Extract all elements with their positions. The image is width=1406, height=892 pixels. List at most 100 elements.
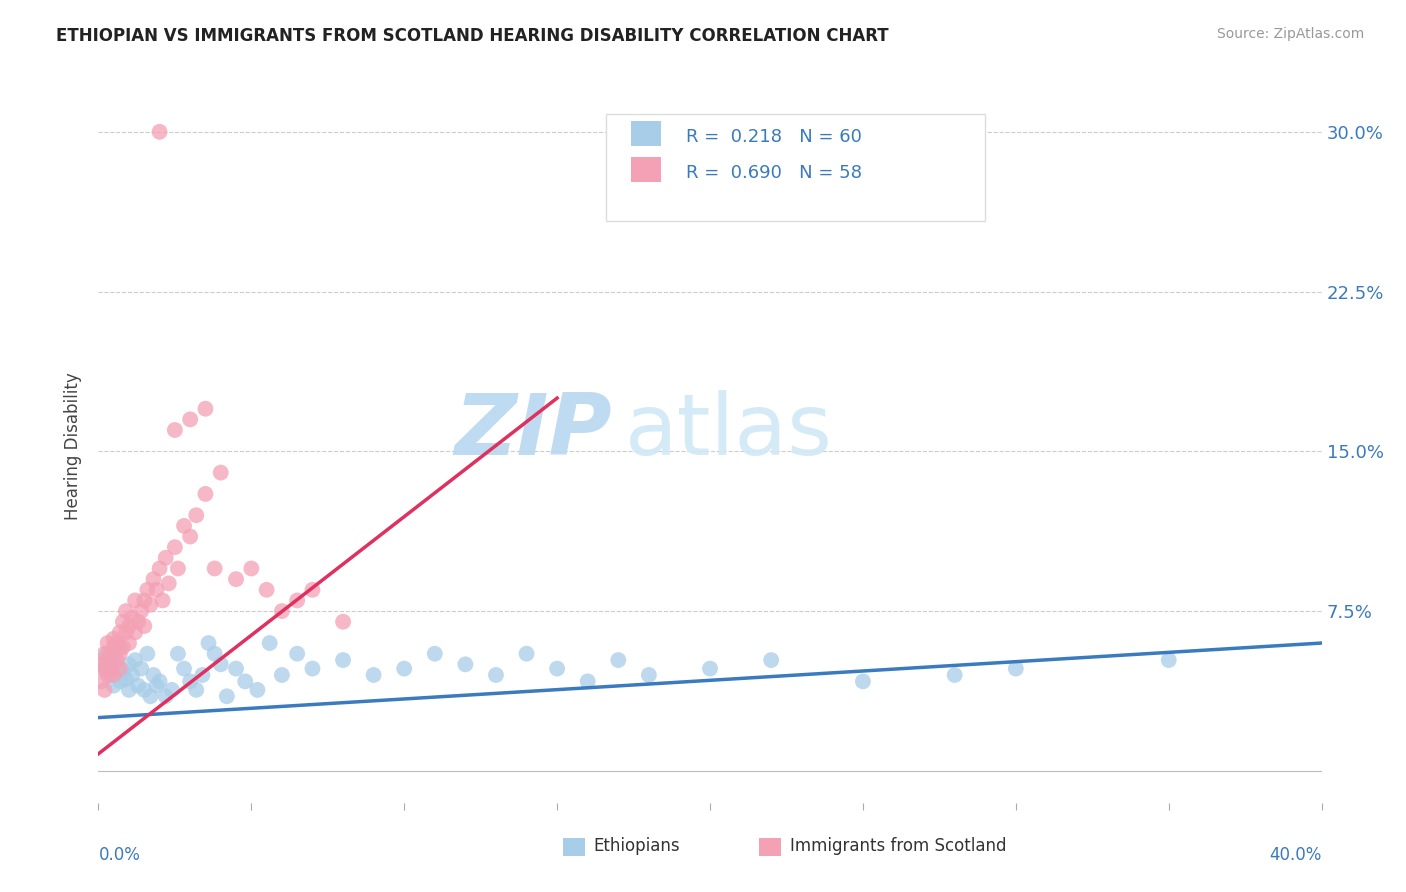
Point: [173, 519, 195, 533]
Point: [97, 636, 120, 650]
Point: [93, 662, 115, 676]
Point: [607, 653, 630, 667]
Point: [179, 529, 201, 543]
Point: [111, 664, 134, 678]
Y-axis label: Hearing Disability: Hearing Disability: [65, 372, 83, 520]
Point: [152, 593, 174, 607]
Point: [118, 619, 141, 633]
Point: [943, 668, 966, 682]
Point: [129, 604, 152, 618]
Point: [108, 647, 131, 661]
Point: [167, 647, 190, 661]
Point: [103, 640, 125, 655]
Point: [194, 401, 217, 416]
Point: [246, 682, 269, 697]
Point: [485, 668, 508, 682]
Text: ETHIOPIAN VS IMMIGRANTS FROM SCOTLAND HEARING DISABILITY CORRELATION CHART: ETHIOPIAN VS IMMIGRANTS FROM SCOTLAND HE…: [56, 27, 889, 45]
Point: [191, 668, 214, 682]
Point: [100, 662, 122, 676]
Point: [108, 674, 131, 689]
Bar: [630, 157, 661, 182]
Text: Immigrants from Scotland: Immigrants from Scotland: [790, 837, 1007, 855]
Point: [259, 636, 281, 650]
Bar: [759, 838, 780, 856]
Point: [852, 674, 875, 689]
Point: [240, 561, 263, 575]
Point: [134, 682, 156, 697]
Point: [108, 640, 131, 655]
Point: [225, 662, 247, 676]
Point: [136, 647, 159, 661]
Bar: [630, 121, 661, 146]
Point: [100, 647, 122, 661]
Point: [105, 662, 128, 676]
Point: [301, 582, 323, 597]
Point: [118, 682, 141, 697]
Point: [194, 487, 217, 501]
Point: [121, 668, 143, 682]
Point: [111, 615, 134, 629]
Point: [111, 640, 134, 655]
Text: Source: ZipAtlas.com: Source: ZipAtlas.com: [1216, 27, 1364, 41]
Point: [285, 647, 308, 661]
Point: [121, 610, 143, 624]
Point: [699, 662, 721, 676]
Point: [139, 598, 162, 612]
Point: [139, 690, 162, 704]
Point: [90, 657, 112, 672]
Point: [179, 674, 201, 689]
Text: atlas: atlas: [624, 390, 832, 474]
Point: [392, 662, 416, 676]
Point: [145, 679, 167, 693]
Point: [90, 653, 112, 667]
Point: [115, 604, 138, 618]
Point: [157, 576, 180, 591]
Point: [256, 582, 278, 597]
Point: [105, 636, 128, 650]
Point: [1157, 653, 1180, 667]
Point: [149, 674, 172, 689]
Point: [155, 690, 177, 704]
Point: [637, 668, 661, 682]
Point: [124, 653, 146, 667]
Point: [204, 561, 226, 575]
Point: [215, 690, 238, 704]
Point: [197, 636, 219, 650]
Point: [270, 604, 292, 618]
Point: [546, 662, 568, 676]
Point: [124, 625, 146, 640]
Point: [454, 657, 477, 672]
Point: [332, 615, 354, 629]
Bar: [564, 838, 585, 856]
Point: [179, 412, 201, 426]
FancyBboxPatch shape: [606, 114, 986, 221]
Point: [118, 657, 141, 672]
Point: [576, 674, 599, 689]
Point: [204, 647, 226, 661]
Point: [93, 682, 115, 697]
Point: [270, 668, 292, 682]
Point: [285, 593, 308, 607]
Point: [108, 625, 131, 640]
Point: [209, 657, 232, 672]
Point: [233, 674, 256, 689]
Point: [103, 632, 125, 646]
Point: [163, 540, 186, 554]
Point: [142, 572, 165, 586]
Point: [1004, 662, 1026, 676]
Point: [155, 550, 177, 565]
Point: [103, 679, 125, 693]
Point: [173, 662, 195, 676]
Point: [167, 561, 190, 575]
Point: [118, 636, 141, 650]
Point: [103, 651, 125, 665]
Text: R =  0.218   N = 60: R = 0.218 N = 60: [686, 128, 862, 146]
Point: [142, 668, 165, 682]
Point: [97, 653, 120, 667]
Point: [100, 668, 122, 682]
Point: [115, 625, 138, 640]
Point: [93, 662, 115, 676]
Point: [127, 615, 149, 629]
Point: [225, 572, 247, 586]
Point: [93, 647, 115, 661]
